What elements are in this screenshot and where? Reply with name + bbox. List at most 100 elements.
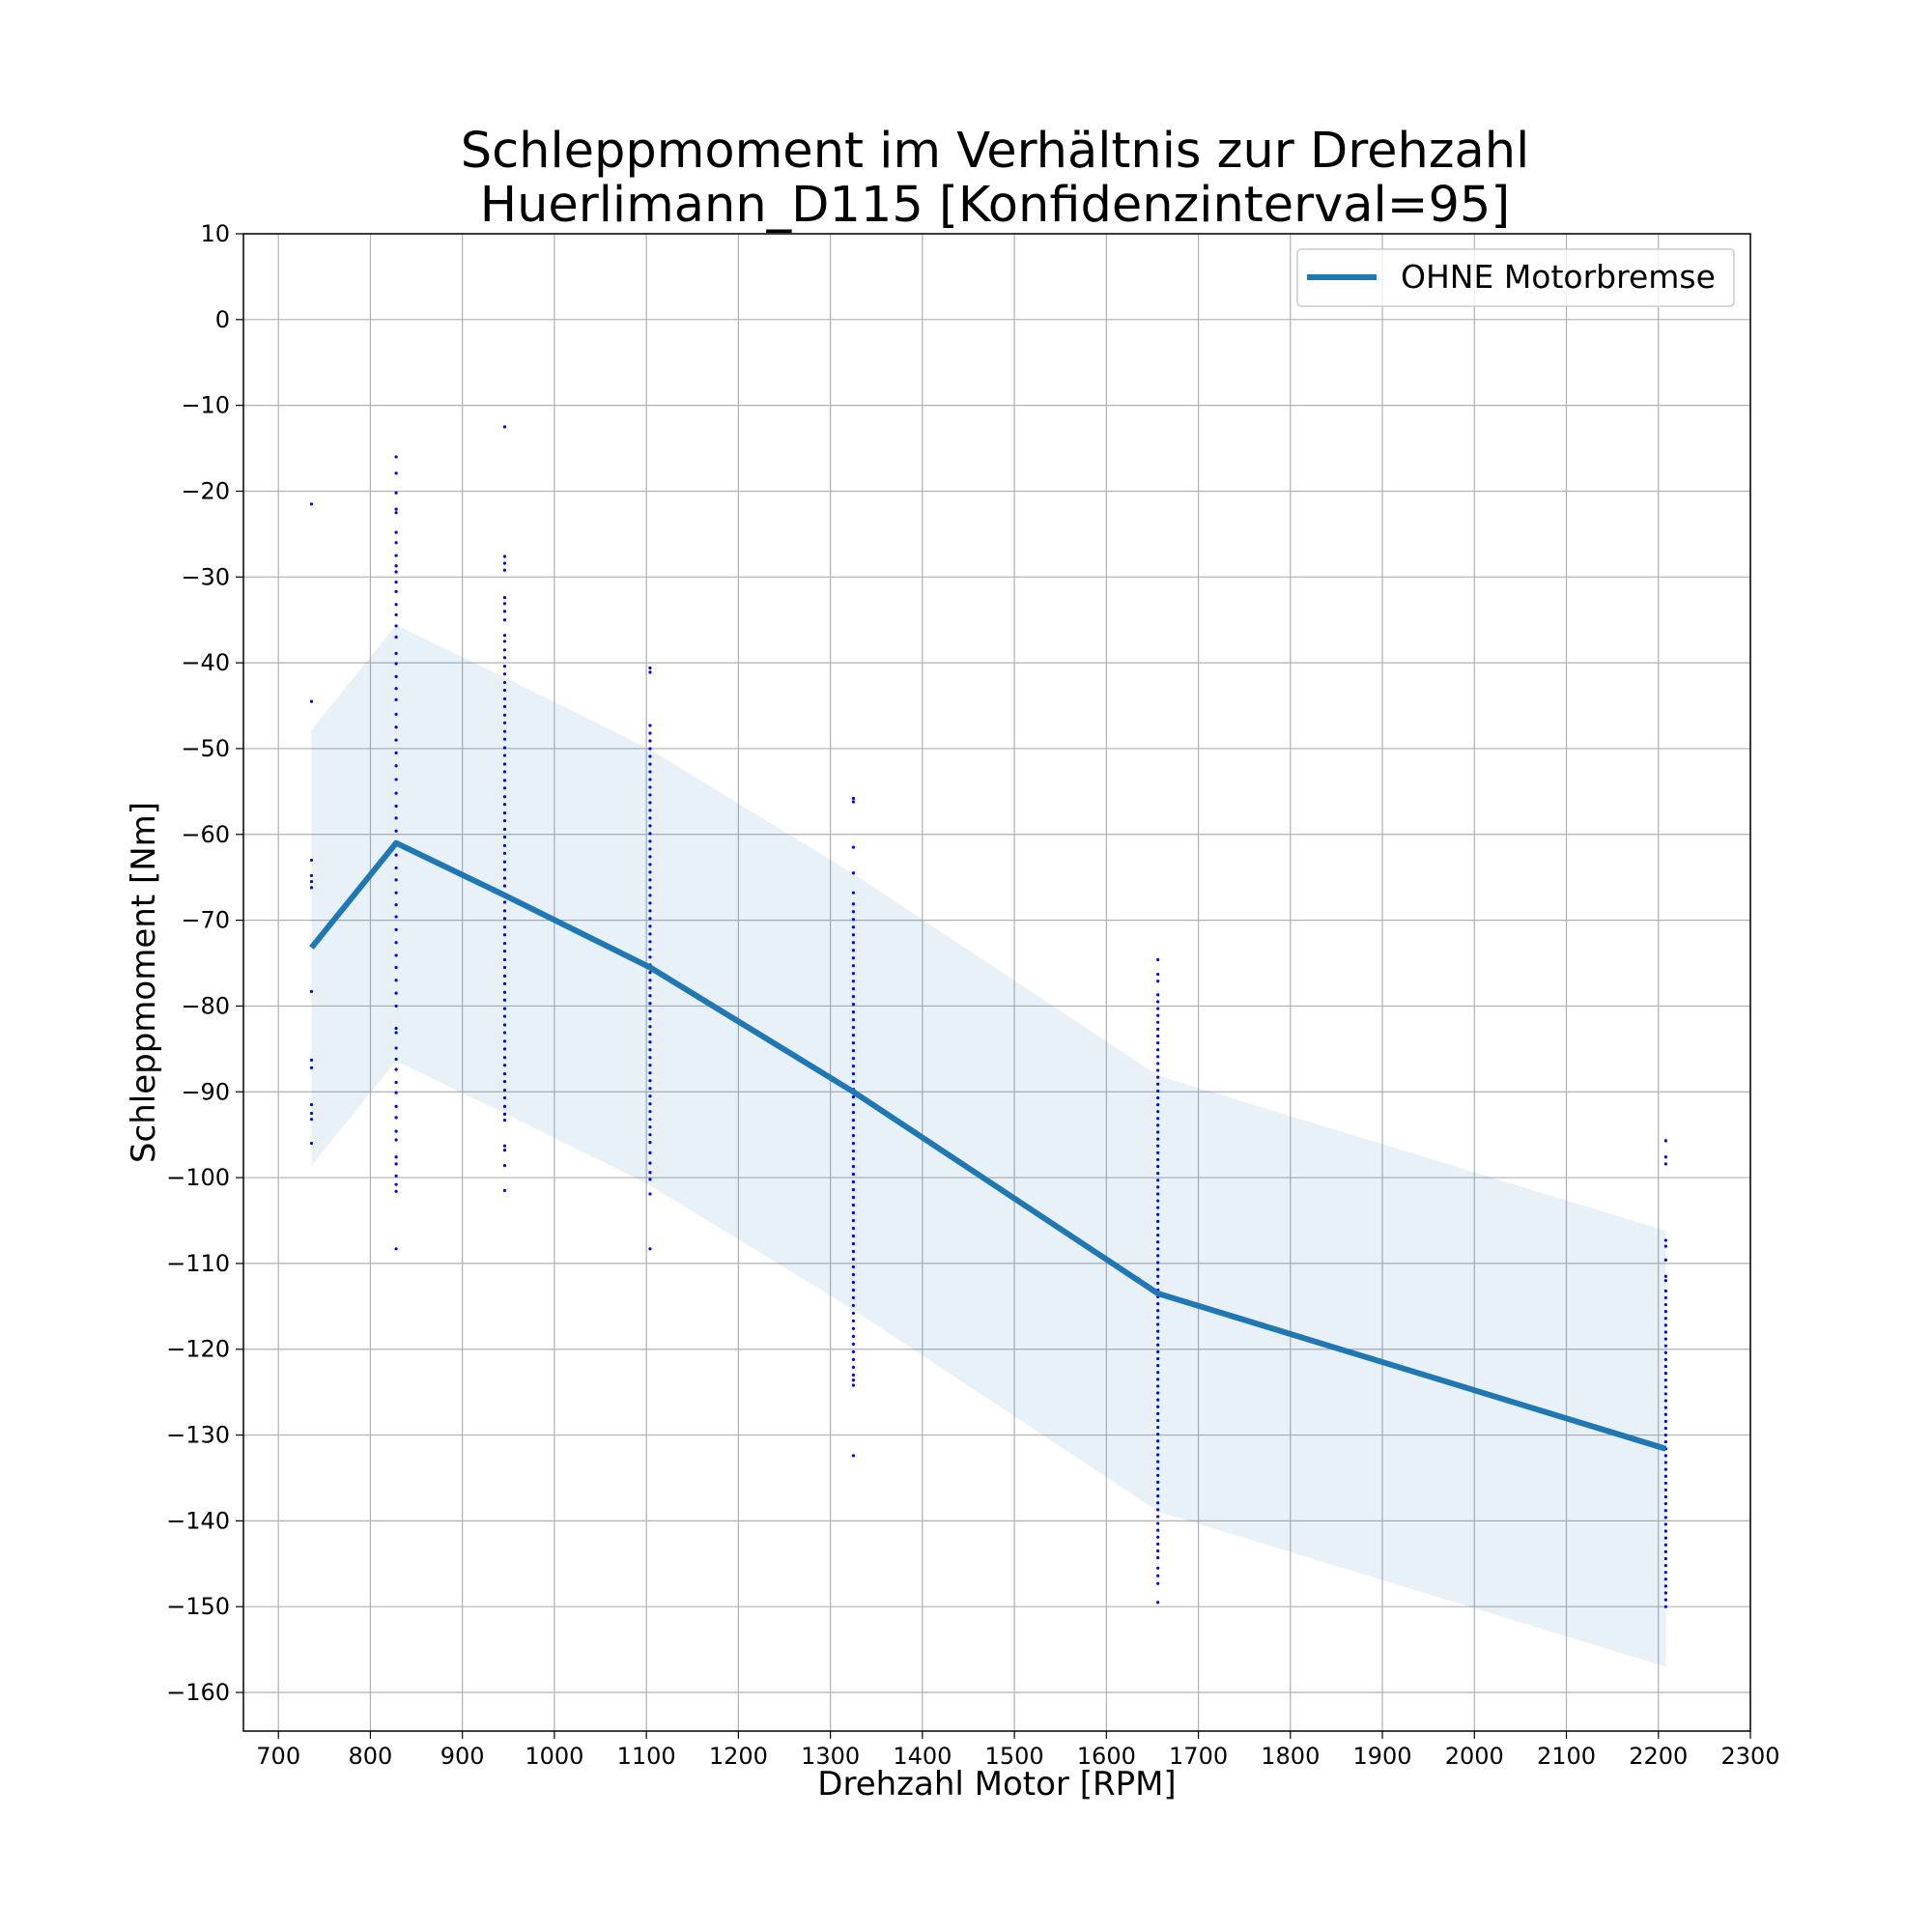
- scatter-point: [1156, 1542, 1160, 1546]
- scatter-point: [1156, 1075, 1160, 1079]
- scatter-point: [1156, 1494, 1160, 1498]
- scatter-point: [851, 1373, 856, 1377]
- scatter-point: [648, 955, 652, 959]
- scatter-point: [851, 1102, 856, 1107]
- scatter-point: [502, 990, 507, 994]
- scatter-point: [1663, 1392, 1667, 1396]
- scatter-point: [1156, 1199, 1160, 1203]
- scatter-point: [851, 1295, 856, 1300]
- scatter-point: [1156, 1117, 1160, 1121]
- scatter-point: [1663, 1522, 1667, 1526]
- scatter-point: [1156, 1322, 1160, 1326]
- scatter-point: [394, 965, 398, 970]
- scatter-point: [502, 974, 507, 978]
- scatter-point: [1663, 1467, 1667, 1471]
- scatter-point: [851, 1125, 856, 1130]
- scatter-point: [394, 1004, 398, 1009]
- scatter-point: [648, 1017, 652, 1021]
- scatter-point: [648, 1178, 652, 1181]
- scatter-point: [1663, 1258, 1667, 1262]
- scatter-point: [1663, 1494, 1667, 1499]
- scatter-point: [1156, 1418, 1160, 1423]
- scatter-point: [502, 1149, 507, 1152]
- scatter-point: [851, 1172, 856, 1177]
- scatter-point: [394, 764, 398, 768]
- scatter-point: [851, 1365, 856, 1369]
- scatter-point: [648, 785, 652, 789]
- scatter-point: [1663, 1244, 1667, 1248]
- scatter-point: [851, 1226, 856, 1231]
- scatter-point: [851, 1272, 856, 1277]
- x-tick-label: 1400: [893, 1743, 952, 1770]
- scatter-point: [851, 918, 856, 922]
- scatter-point: [309, 1111, 314, 1116]
- scatter-point: [394, 1067, 398, 1071]
- scatter-point: [1663, 1323, 1667, 1327]
- scatter-point: [851, 956, 856, 960]
- scatter-point: [394, 953, 398, 957]
- scatter-point: [502, 672, 507, 676]
- scatter-point: [394, 589, 398, 594]
- scatter-point: [648, 731, 652, 735]
- scatter-point: [851, 1280, 856, 1285]
- scatter-point: [851, 1234, 856, 1238]
- scatter-point: [851, 1110, 856, 1115]
- scatter-point: [648, 855, 652, 859]
- scatter-point: [1663, 1344, 1667, 1348]
- scatter-point: [1663, 1412, 1667, 1416]
- x-tick-label: 1500: [985, 1743, 1044, 1770]
- scatter-point: [1156, 1172, 1160, 1176]
- scatter-point: [502, 602, 507, 606]
- scatter-point: [1156, 1027, 1160, 1032]
- scatter-point: [394, 1247, 398, 1251]
- x-tick-label: 1800: [1261, 1743, 1320, 1770]
- y-tick-label: −10: [181, 392, 230, 419]
- scatter-point: [502, 957, 507, 962]
- scatter-point: [851, 1041, 856, 1045]
- scatter-point: [1156, 1473, 1160, 1477]
- scatter-point: [648, 894, 652, 897]
- scatter-point: [502, 810, 507, 815]
- scatter-point: [1156, 1433, 1160, 1436]
- scatter-point: [502, 909, 507, 913]
- scatter-point: [394, 1182, 398, 1186]
- scatter-point: [1156, 1123, 1160, 1127]
- scatter-point: [1663, 1563, 1667, 1568]
- scatter-point: [648, 1094, 652, 1098]
- scatter-point: [502, 779, 507, 782]
- scatter-point: [309, 873, 314, 878]
- scatter-point: [1156, 1267, 1160, 1271]
- scatter-point: [502, 753, 507, 757]
- scatter-point: [394, 816, 398, 820]
- x-tick-label: 2100: [1537, 1743, 1596, 1770]
- series-line-ohne-motorbremse: [309, 839, 1667, 1452]
- scatter-point: [1156, 1068, 1160, 1072]
- scatter-point: [1156, 1130, 1160, 1134]
- scatter-point: [394, 927, 398, 931]
- scatter-point: [394, 1031, 398, 1035]
- scatter-point: [1156, 1233, 1160, 1237]
- scatter-point: [502, 1104, 507, 1108]
- scatter-point: [1663, 1279, 1667, 1283]
- chart-subtitle: Huerlimann_D115 [Konfidenzinterval=95]: [480, 177, 1511, 234]
- scatter-point: [394, 1189, 398, 1193]
- scatter-point: [394, 791, 398, 795]
- scatter-point: [394, 624, 398, 628]
- scatter-point: [1663, 1516, 1667, 1520]
- scatter-point: [502, 843, 507, 847]
- y-tick-label: −20: [181, 477, 230, 504]
- scatter-point: [1663, 1556, 1667, 1561]
- scatter-point: [502, 729, 507, 733]
- scatter-point: [648, 824, 652, 828]
- scatter-point: [851, 1164, 856, 1169]
- scatter-point: [851, 1311, 856, 1316]
- scatter-point: [1156, 1062, 1160, 1065]
- scatter-point: [648, 1102, 652, 1106]
- scatter-point: [1156, 1281, 1160, 1285]
- scatter-point: [1156, 1144, 1160, 1148]
- y-tick-label: −80: [181, 992, 230, 1019]
- scatter-point: [394, 829, 398, 833]
- scatter-point: [851, 796, 856, 801]
- scatter-point: [851, 871, 856, 875]
- line-layer: [309, 839, 1667, 1452]
